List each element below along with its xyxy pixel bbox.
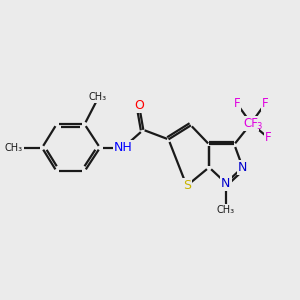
Text: CH₃: CH₃ [217, 205, 235, 215]
Text: N: N [238, 161, 247, 174]
Text: CH₃: CH₃ [5, 143, 23, 153]
Text: O: O [134, 99, 144, 112]
Text: F: F [262, 97, 268, 110]
Text: N: N [221, 176, 231, 190]
Text: F: F [265, 131, 271, 144]
Text: S: S [183, 179, 191, 192]
Text: CF: CF [244, 117, 259, 130]
Text: 3: 3 [256, 122, 262, 131]
Text: NH: NH [114, 141, 133, 154]
Text: F: F [234, 97, 240, 110]
Text: CH₃: CH₃ [89, 92, 107, 102]
